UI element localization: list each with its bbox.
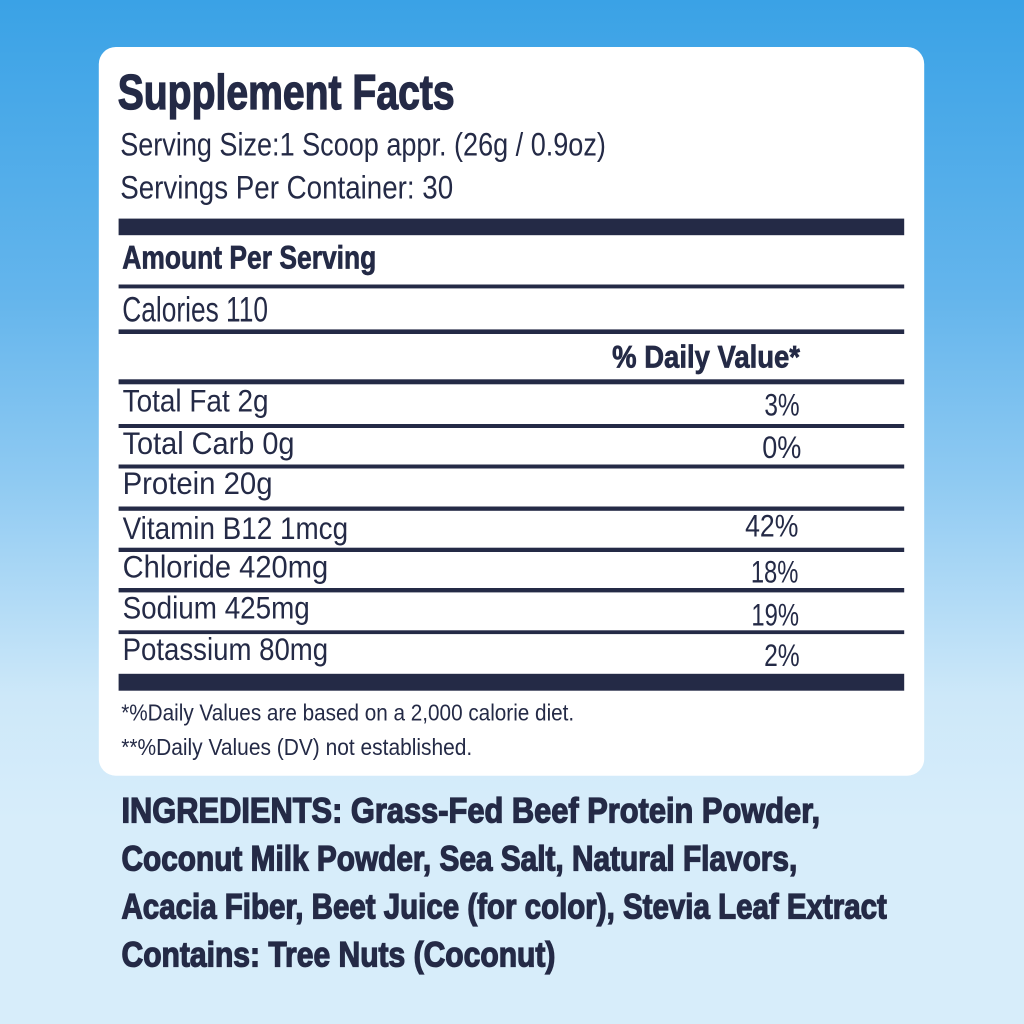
svg-text:19%: 19% xyxy=(751,597,799,632)
svg-text:Vitamin B12 1mcg: Vitamin B12 1mcg xyxy=(123,511,348,546)
svg-text:*%Daily Values are based on a: *%Daily Values are based on a 2,000 calo… xyxy=(121,699,574,725)
svg-text:42%: 42% xyxy=(745,510,798,545)
svg-text:2%: 2% xyxy=(764,637,800,673)
svg-text:Amount Per Serving: Amount Per Serving xyxy=(122,240,376,276)
svg-text:INGREDIENTS: Grass-Fed Beef Pr: INGREDIENTS: Grass-Fed Beef Protein Powd… xyxy=(122,791,821,830)
svg-text:Servings Per Container: 30: Servings Per Container: 30 xyxy=(120,171,453,206)
svg-text:18%: 18% xyxy=(751,554,799,589)
svg-text:0%: 0% xyxy=(762,430,801,465)
svg-text:Potassium 80mg: Potassium 80mg xyxy=(123,632,329,667)
svg-text:Chloride 420mg: Chloride 420mg xyxy=(123,551,329,585)
svg-text:Serving Size:1 Scoop appr. (26: Serving Size:1 Scoop appr. (26g / 0.9oz) xyxy=(120,127,606,163)
svg-text:Acacia Fiber, Beet Juice (for: Acacia Fiber, Beet Juice (for color), St… xyxy=(122,887,888,926)
svg-text:Supplement Facts: Supplement Facts xyxy=(118,66,455,120)
svg-text:**%Daily Values (DV) not estab: **%Daily Values (DV) not established. xyxy=(121,734,472,760)
svg-text:Total Carb 0g: Total Carb 0g xyxy=(123,427,295,461)
svg-text:Sodium 425mg: Sodium 425mg xyxy=(123,591,310,626)
svg-text:% Daily Value*: % Daily Value* xyxy=(612,340,800,375)
svg-text:Coconut Milk Powder, Sea Salt,: Coconut Milk Powder, Sea Salt, Natural F… xyxy=(122,839,798,878)
svg-text:Calories 110: Calories 110 xyxy=(122,290,268,330)
svg-text:Protein 20g: Protein 20g xyxy=(123,466,273,501)
svg-text:Total Fat 2g: Total Fat 2g xyxy=(123,384,269,419)
svg-text:Contains: Tree Nuts (Coconut): Contains: Tree Nuts (Coconut) xyxy=(122,934,556,974)
svg-text:3%: 3% xyxy=(764,386,799,422)
